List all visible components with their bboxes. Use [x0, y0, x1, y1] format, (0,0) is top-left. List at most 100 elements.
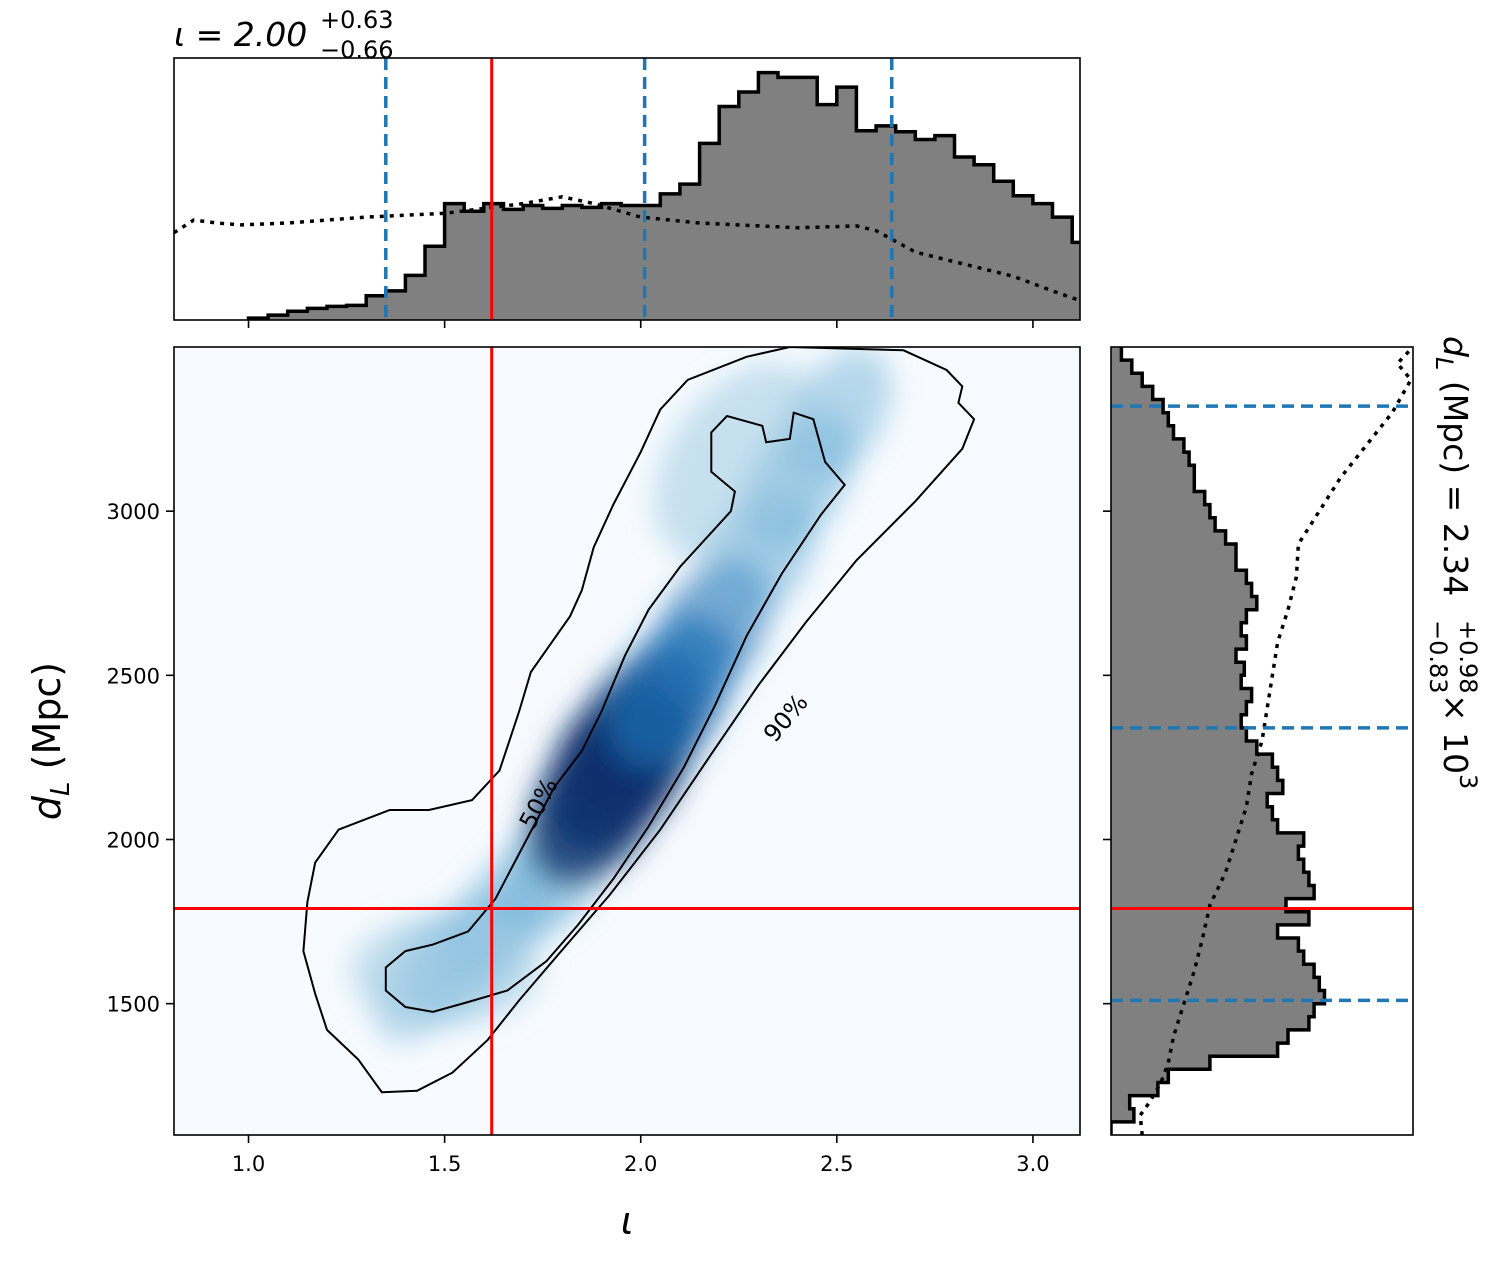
- right-histogram: [1111, 347, 1413, 1135]
- top-hist-bar: [523, 205, 544, 320]
- right-hist-bar: [1111, 517, 1216, 532]
- right-hist-bar: [1111, 793, 1268, 808]
- right-hist-bar: [1111, 596, 1257, 611]
- top-hist-bar: [699, 143, 720, 320]
- right-y-ticks: [1103, 510, 1111, 1005]
- top-hist-bar: [738, 91, 759, 320]
- top-hist-bar: [1209, 315, 1229, 320]
- top-hist-bar: [1151, 291, 1171, 320]
- top-hist-bar: [326, 306, 348, 320]
- right-hist-bar: [1111, 872, 1309, 887]
- x-axis-label: ι: [621, 1199, 634, 1243]
- right-hist-bar: [1111, 425, 1174, 440]
- right-hist-bar: [1111, 635, 1247, 650]
- contour-90pct: [302, 347, 976, 1094]
- y-tick-label: 2500: [107, 664, 160, 688]
- top-hist-bar: [817, 104, 838, 320]
- right-frame: [1110, 346, 1414, 1136]
- top-hist-bar: [562, 205, 583, 320]
- top-hist-bar: [385, 290, 407, 320]
- contour-50pct: [384, 411, 846, 1013]
- right-hist-bar: [1111, 701, 1247, 716]
- top-hist-bar: [797, 77, 818, 320]
- top-histogram: [174, 70, 1229, 320]
- right-hist-bar: [1111, 727, 1247, 742]
- top-hist-bar: [954, 156, 975, 320]
- right-hist-bar: [1111, 1108, 1134, 1123]
- top-hist-bar: [915, 139, 936, 320]
- right-hist-bar: [1111, 412, 1169, 427]
- top-hist-bar: [1170, 304, 1190, 320]
- right-hist-bar: [1111, 386, 1153, 401]
- top-hist-bar: [1013, 195, 1034, 320]
- top-hist-bar: [1052, 217, 1073, 320]
- right-hist-bar: [1111, 924, 1278, 939]
- right-title-suffix: × 10: [1436, 694, 1475, 774]
- right-hist-bar: [1111, 452, 1190, 466]
- right-title-sup: +0.98: [1454, 620, 1482, 694]
- top-hist-bar: [307, 308, 328, 320]
- top-hist-bar: [581, 207, 603, 320]
- contours: [302, 347, 976, 1094]
- top-title-sub: −0.66: [320, 36, 394, 64]
- right-hist-bar: [1111, 859, 1304, 873]
- top-hist-bar: [366, 295, 387, 320]
- right-reference-lines: [1111, 404, 1413, 1003]
- right-marginal-panel: dL (Mpc) = 2.34 +0.98 −0.83 × 10 3: [1103, 336, 1482, 1136]
- top-hist-bar: [640, 205, 661, 320]
- right-hist-bar: [1111, 544, 1236, 558]
- top-hist-bar: [405, 275, 426, 320]
- right-hist-bar: [1111, 688, 1252, 703]
- top-hist-bar: [1131, 271, 1151, 320]
- top-hist-bar: [758, 72, 779, 320]
- right-hist-bar: [1111, 570, 1247, 584]
- joint-frame: [173, 346, 1081, 1136]
- top-hist-bar: [1032, 203, 1054, 320]
- right-hist-bar: [1111, 990, 1325, 1005]
- top-hist-bar: [934, 135, 956, 320]
- x-tick-label: 3.0: [1016, 1152, 1049, 1176]
- right-hist-bar: [1111, 557, 1236, 571]
- right-hist-bar: [1111, 373, 1143, 387]
- right-hist-bar: [1111, 898, 1286, 913]
- right-hist-bar: [1111, 741, 1257, 755]
- right-hist-bar: [1111, 360, 1132, 374]
- right-hist-bar: [1111, 1056, 1210, 1070]
- top-x-ticks: [247, 320, 1034, 328]
- right-hist-bar: [1111, 780, 1283, 795]
- right-hist-bar: [1111, 1003, 1315, 1018]
- top-hist-bar: [346, 305, 367, 320]
- top-frame: [173, 57, 1081, 321]
- right-hist-bar: [1111, 938, 1299, 952]
- top-hist-bar: [444, 203, 465, 320]
- top-prior-dotted: [174, 195, 1080, 303]
- right-hist-bar: [1111, 662, 1245, 676]
- top-hist-bar: [719, 106, 740, 320]
- right-hist-bar: [1111, 964, 1315, 978]
- right-hist-bar: [1111, 911, 1309, 926]
- right-hist-bar: [1111, 465, 1195, 479]
- top-hist-bar: [601, 203, 622, 320]
- y-tick-label: 1500: [107, 993, 160, 1017]
- top-hist-bar: [503, 209, 524, 320]
- right-hist-bar: [1111, 1043, 1278, 1057]
- top-marginal-panel: ι = 2.00 +0.63 −0.66: [173, 6, 1229, 328]
- top-hist-bar: [1092, 255, 1112, 320]
- x-axis-ticks: 1.0 1.5 2.0 2.5 3.0: [232, 1135, 1050, 1176]
- right-title: dL (Mpc) = 2.34 +0.98 −0.83 × 10 3: [1424, 336, 1482, 789]
- top-hist-bar: [268, 315, 289, 320]
- right-hist-bar: [1111, 649, 1236, 663]
- right-hist-bar: [1111, 347, 1122, 361]
- right-hist-bar: [1111, 622, 1242, 637]
- right-hist-bar: [1111, 478, 1195, 493]
- right-hist-bar: [1111, 530, 1226, 545]
- right-hist-bar: [1111, 438, 1184, 453]
- right-hist-bar: [1111, 819, 1278, 834]
- right-hist-bar: [1111, 504, 1210, 519]
- top-hist-bar: [1072, 242, 1080, 320]
- x-tick-label: 2.0: [624, 1152, 657, 1176]
- top-hist-bar: [483, 203, 505, 320]
- right-hist-bar: [1111, 1029, 1289, 1044]
- x-tick-label: 2.5: [820, 1152, 853, 1176]
- top-hist-bar: [621, 205, 642, 320]
